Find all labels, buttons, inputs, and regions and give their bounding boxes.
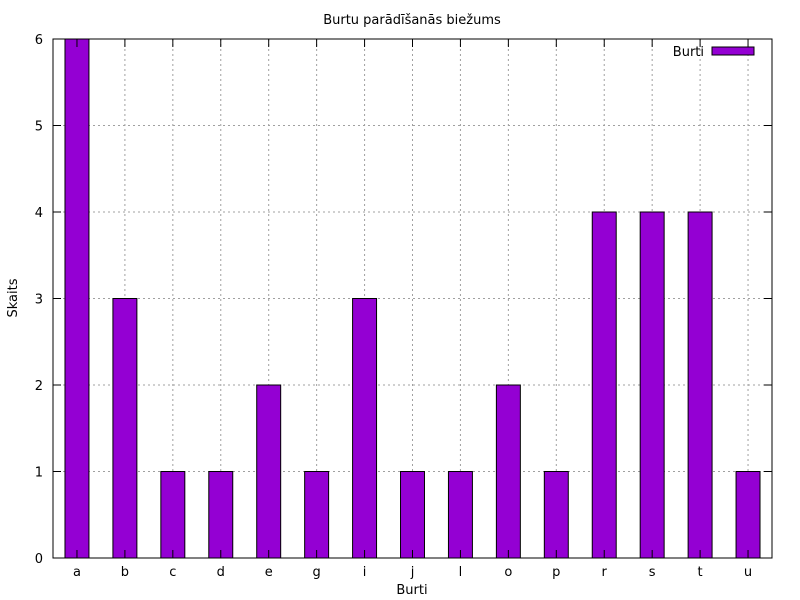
bar-p <box>543 471 569 559</box>
y-tick-label: 3 <box>35 293 43 308</box>
y-axis-label: Skaits <box>6 278 21 317</box>
x-tick-label: i <box>363 565 367 580</box>
bar-c <box>160 471 186 559</box>
x-tick-label: j <box>410 565 415 580</box>
y-tick-label: 0 <box>35 552 43 567</box>
x-tick-label: o <box>504 565 512 580</box>
x-tick-label: c <box>169 565 176 580</box>
bar-r <box>591 211 617 559</box>
x-tick-label: b <box>121 565 129 580</box>
x-tick-label: l <box>459 565 463 580</box>
bar-j <box>400 471 425 559</box>
x-tick-label: g <box>313 565 321 580</box>
axis-ticks: 0 1 2 3 4 5 6 a b c d e g i j l o p r s t u <box>35 33 772 580</box>
bar-a <box>64 38 90 559</box>
x-tick-label: e <box>265 565 273 580</box>
bar-u <box>735 471 761 559</box>
bar-e <box>256 384 282 559</box>
x-axis-label: Burti <box>396 583 427 598</box>
bar-t <box>687 211 713 559</box>
x-tick-label: u <box>744 565 752 580</box>
y-tick-label: 5 <box>35 120 43 135</box>
y-tick-label: 4 <box>35 206 43 221</box>
x-tick-label: a <box>73 565 81 580</box>
legend: Burti <box>673 45 755 60</box>
bar-s <box>639 211 665 559</box>
legend-label: Burti <box>673 45 704 60</box>
bar-i <box>352 298 378 559</box>
chart-title: Burtu parādīšanās biežums <box>323 13 501 28</box>
x-tick-label: r <box>602 565 608 580</box>
x-tick-label: s <box>649 565 656 580</box>
bar-d <box>208 471 234 559</box>
bar-g <box>304 471 330 559</box>
bar-l <box>447 471 473 559</box>
x-tick-label: d <box>217 565 225 580</box>
grid-lines <box>53 39 772 558</box>
x-tick-label: p <box>552 565 560 580</box>
x-tick-label: t <box>698 565 703 580</box>
y-tick-label: 6 <box>35 33 43 48</box>
bar-o <box>495 384 521 559</box>
bar-b <box>112 298 138 559</box>
y-tick-label: 2 <box>35 379 43 394</box>
y-tick-label: 1 <box>35 466 43 481</box>
legend-swatch <box>711 46 755 56</box>
